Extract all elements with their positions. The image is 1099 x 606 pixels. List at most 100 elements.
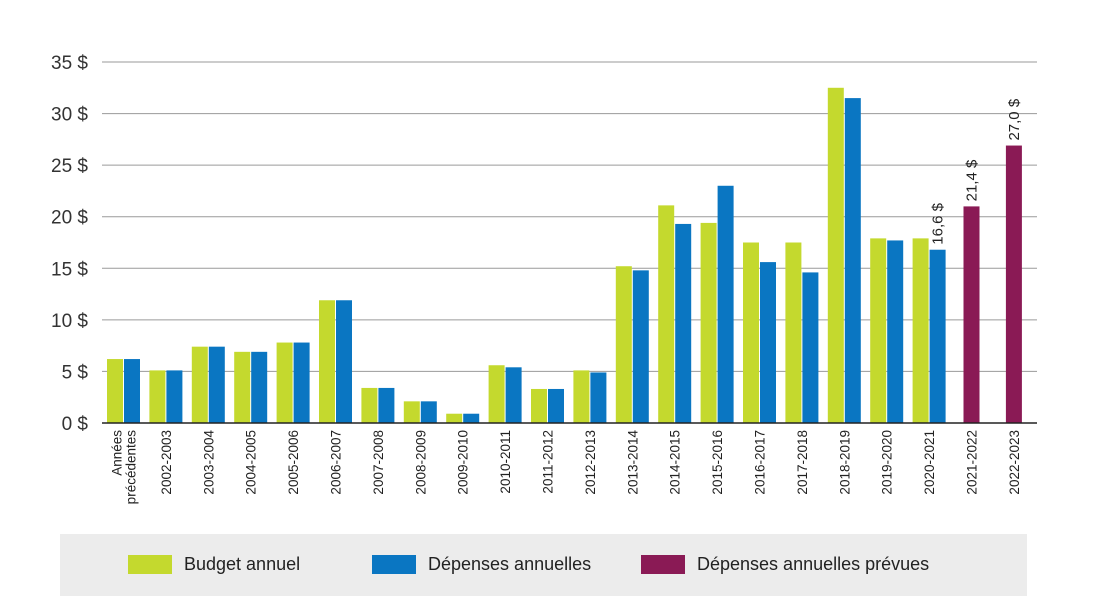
y-tick-label: 0 $: [62, 414, 89, 435]
svg-text:2005-2006: 2005-2006: [286, 430, 301, 495]
svg-text:2021-2022: 2021-2022: [965, 430, 980, 495]
x-tick-label: 2018-2019: [837, 430, 852, 495]
gridlines: [102, 61, 1037, 372]
bar-budget-annuel: [870, 238, 887, 423]
bars: [107, 87, 1022, 424]
bar-budget-annuel: [234, 351, 251, 423]
x-tick-label: 2008-2009: [413, 430, 428, 495]
bar-budget-annuel: [700, 222, 717, 423]
bar-depenses-prevues: [1005, 145, 1022, 423]
bar-budget-annuel: [658, 205, 675, 423]
svg-text:2012-2013: 2012-2013: [583, 430, 598, 495]
bar-depenses-annuelles: [675, 223, 692, 423]
bar-depenses-annuelles: [887, 240, 904, 423]
svg-text:2017-2018: 2017-2018: [795, 430, 810, 495]
bar-chart: 0 $ 5 $ 10 $ 15 $ 20 $ 25 $ 30 $ 35 $ Annéespré…: [51, 53, 1037, 505]
y-tick-label: 10 $: [51, 311, 88, 332]
bar-depenses-annuelles: [420, 401, 437, 423]
svg-text:2008-2009: 2008-2009: [413, 430, 428, 495]
y-tick-label: 5 $: [62, 362, 89, 383]
x-tick-label: 2011-2012: [541, 430, 556, 494]
y-tick-label: 25 $: [51, 156, 88, 177]
y-tick-label: 15 $: [51, 259, 88, 280]
bar-depenses-annuelles: [124, 359, 140, 423]
bar-budget-annuel: [573, 370, 590, 423]
y-axis-ticks: 0 $ 5 $ 10 $ 15 $ 20 $ 25 $ 30 $ 35 $: [51, 53, 88, 435]
bar-depenses-annuelles: [336, 300, 352, 423]
x-tick-label: 2002-2003: [159, 430, 174, 495]
data-label: 16,6 $: [930, 202, 947, 244]
y-tick-label: 30 $: [51, 105, 88, 126]
bar-depenses-annuelles: [717, 185, 734, 423]
svg-text:2003-2004: 2003-2004: [201, 430, 216, 495]
bar-budget-annuel: [912, 238, 929, 423]
svg-text:2018-2019: 2018-2019: [837, 430, 852, 495]
x-tick-label: 2020-2021: [922, 430, 937, 495]
legend-item-depenses: Dépenses annuelles: [372, 554, 591, 575]
data-label: 21,4 $: [964, 159, 981, 201]
bar-budget-annuel: [615, 266, 632, 423]
svg-text:2013-2014: 2013-2014: [625, 430, 640, 495]
legend: Budget annuel Dépenses annuelles Dépense…: [60, 534, 1027, 596]
x-tick-label: 2019-2020: [880, 430, 895, 495]
bar-budget-annuel: [446, 413, 463, 423]
bar-depenses-annuelles: [844, 98, 861, 423]
bar-budget-annuel: [827, 87, 844, 424]
svg-text:2022-2023: 2022-2023: [1007, 430, 1022, 495]
bar-budget-annuel: [276, 342, 293, 423]
x-tick-label: 2006-2007: [329, 430, 344, 495]
svg-text:Annéesprécédentes: Annéesprécédentes: [110, 430, 139, 505]
bar-budget-annuel: [361, 387, 378, 423]
bar-depenses-annuelles: [760, 262, 776, 423]
x-tick-label: 2016-2017: [753, 430, 768, 495]
x-tick-label: 2004-2005: [244, 430, 259, 495]
svg-text:2004-2005: 2004-2005: [244, 430, 259, 495]
x-tick-label: 2022-2023: [1007, 430, 1022, 495]
bar-depenses-annuelles: [929, 249, 946, 423]
bar-depenses-annuelles: [378, 387, 395, 423]
bar-budget-annuel: [488, 365, 505, 423]
data-labels: 16,6 $ 21,4 $ 27,0 $: [930, 98, 1023, 245]
x-axis-ticks: Annéesprécédentes 2002-2003 2003-2004 2004-…: [110, 430, 1022, 505]
svg-text:2006-2007: 2006-2007: [329, 430, 344, 495]
svg-text:2014-2015: 2014-2015: [668, 430, 683, 495]
x-tick-label: 2013-2014: [625, 430, 640, 495]
x-tick-label: 2014-2015: [668, 430, 683, 495]
data-label: 27,0 $: [1006, 98, 1023, 140]
legend-item-budget: Budget annuel: [128, 554, 300, 575]
svg-text:2019-2020: 2019-2020: [880, 430, 895, 495]
bar-budget-annuel: [319, 300, 335, 423]
bar-depenses-annuelles: [208, 346, 225, 423]
x-tick-label: 2003-2004: [201, 430, 216, 495]
svg-text:2011-2012: 2011-2012: [541, 430, 556, 494]
svg-text:2007-2008: 2007-2008: [371, 430, 386, 495]
legend-label-depenses: Dépenses annuelles: [428, 554, 592, 574]
svg-text:2009-2010: 2009-2010: [456, 430, 471, 495]
x-tick-label: 2007-2008: [371, 430, 386, 495]
x-tick-label: 2010-2011: [498, 430, 513, 494]
y-tick-label: 20 $: [51, 208, 88, 229]
legend-swatch-depenses: [372, 555, 416, 574]
bar-budget-annuel: [531, 388, 547, 423]
x-tick-label: 2021-2022: [965, 430, 980, 495]
x-tick-label: Annéesprécédentes: [110, 430, 139, 505]
y-tick-label: 35 $: [51, 53, 88, 74]
legend-label-depenses-prevues: Dépenses annuelles prévues: [697, 554, 930, 574]
x-tick-label: 2015-2016: [710, 430, 725, 495]
bar-budget-annuel: [785, 242, 802, 423]
bar-depenses-annuelles: [548, 388, 564, 423]
svg-text:2002-2003: 2002-2003: [159, 430, 174, 495]
bar-depenses-annuelles: [632, 270, 649, 423]
bar-depenses-annuelles: [293, 342, 310, 423]
svg-text:2020-2021: 2020-2021: [922, 430, 937, 495]
bar-budget-annuel: [149, 370, 166, 423]
svg-text:2016-2017: 2016-2017: [753, 430, 768, 495]
svg-text:27,0 $: 27,0 $: [1006, 98, 1023, 140]
bar-budget-annuel: [403, 401, 420, 423]
svg-text:16,6 $: 16,6 $: [930, 202, 947, 244]
bar-budget-annuel: [107, 359, 123, 423]
svg-text:21,4 $: 21,4 $: [964, 159, 981, 201]
x-tick-label: 2012-2013: [583, 430, 598, 495]
legend-swatch-depenses-prevues: [641, 555, 685, 574]
